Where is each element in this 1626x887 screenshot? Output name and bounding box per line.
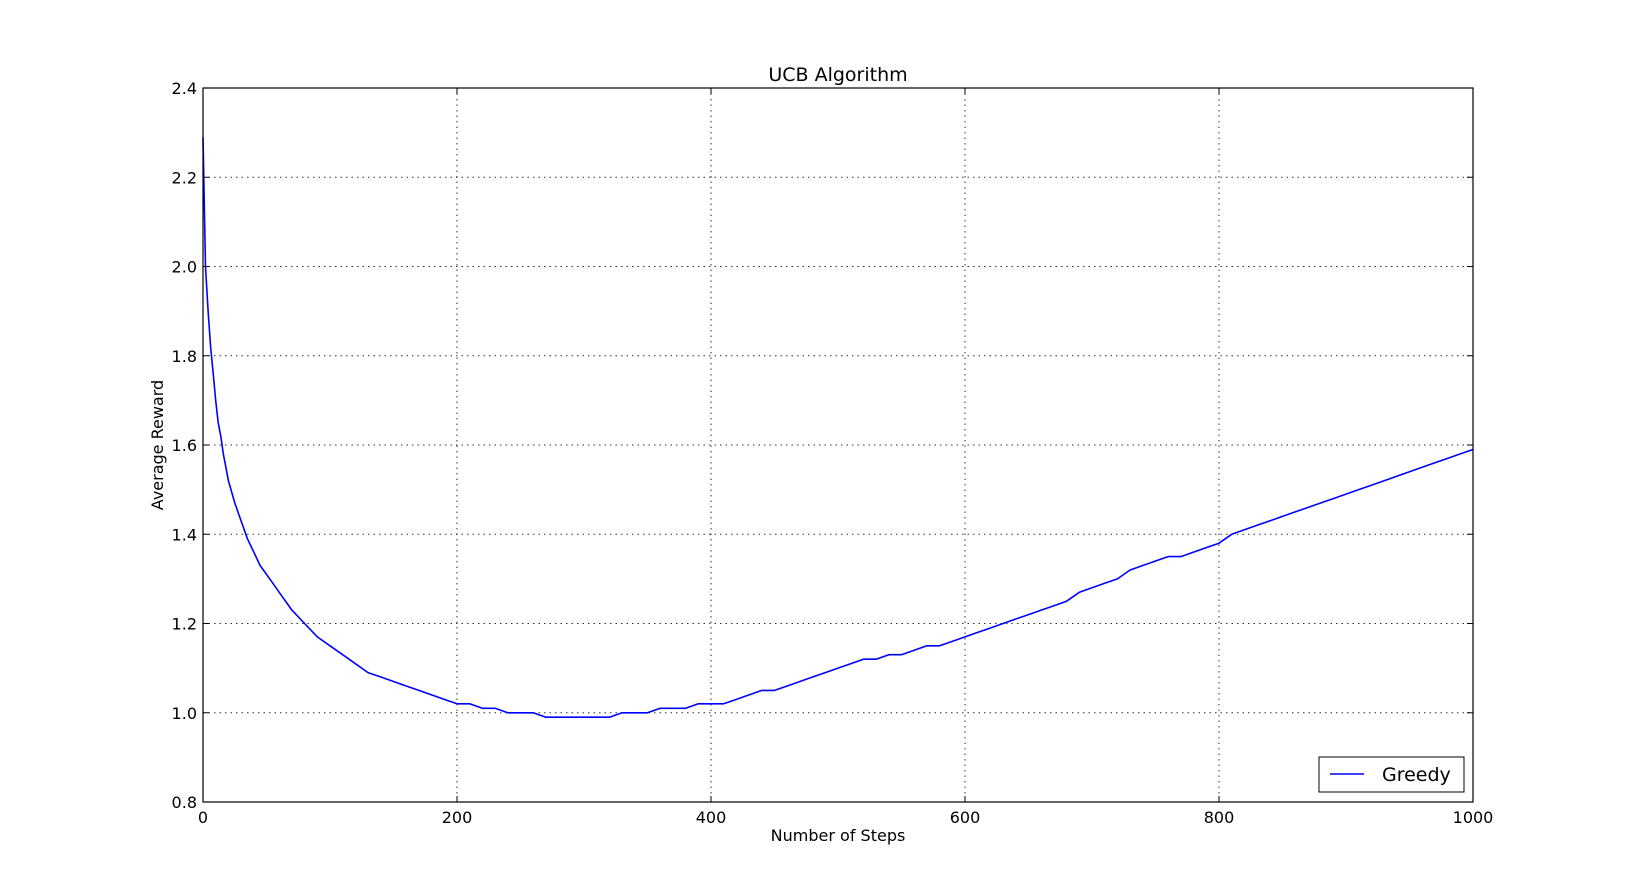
x-tick-label: 1000	[1453, 808, 1494, 827]
x-tick-label: 600	[950, 808, 981, 827]
y-tick-label: 1.6	[172, 436, 197, 455]
x-axis-label: Number of Steps	[771, 826, 906, 845]
chart-title: UCB Algorithm	[768, 64, 907, 86]
data-series	[202, 137, 1474, 719]
axis-ticks: 0 200 400 600 800 1000 0.8 1.0 1.2 1.4 1.6 1.8 2.0 2.…	[172, 79, 1494, 827]
x-tick-label: 400	[696, 808, 727, 827]
y-tick-label: 0.8	[172, 793, 197, 812]
y-tick-label: 2.0	[172, 258, 197, 277]
legend-label-greedy: Greedy	[1382, 764, 1451, 786]
x-tick-label: 200	[442, 808, 473, 827]
y-axis-label: Average Reward	[148, 380, 167, 510]
y-tick-label: 1.2	[172, 615, 197, 634]
grid-lines	[203, 88, 1473, 802]
y-tick-label: 1.0	[172, 704, 197, 723]
y-tick-label: 2.2	[172, 168, 197, 187]
y-tick-label: 1.8	[172, 347, 197, 366]
y-tick-label: 1.4	[172, 525, 197, 544]
legend: Greedy	[1318, 756, 1465, 793]
series-line-greedy	[202, 137, 1474, 719]
y-tick-label: 2.4	[172, 79, 197, 98]
x-tick-label: 0	[198, 808, 208, 827]
x-tick-label: 800	[1204, 808, 1235, 827]
